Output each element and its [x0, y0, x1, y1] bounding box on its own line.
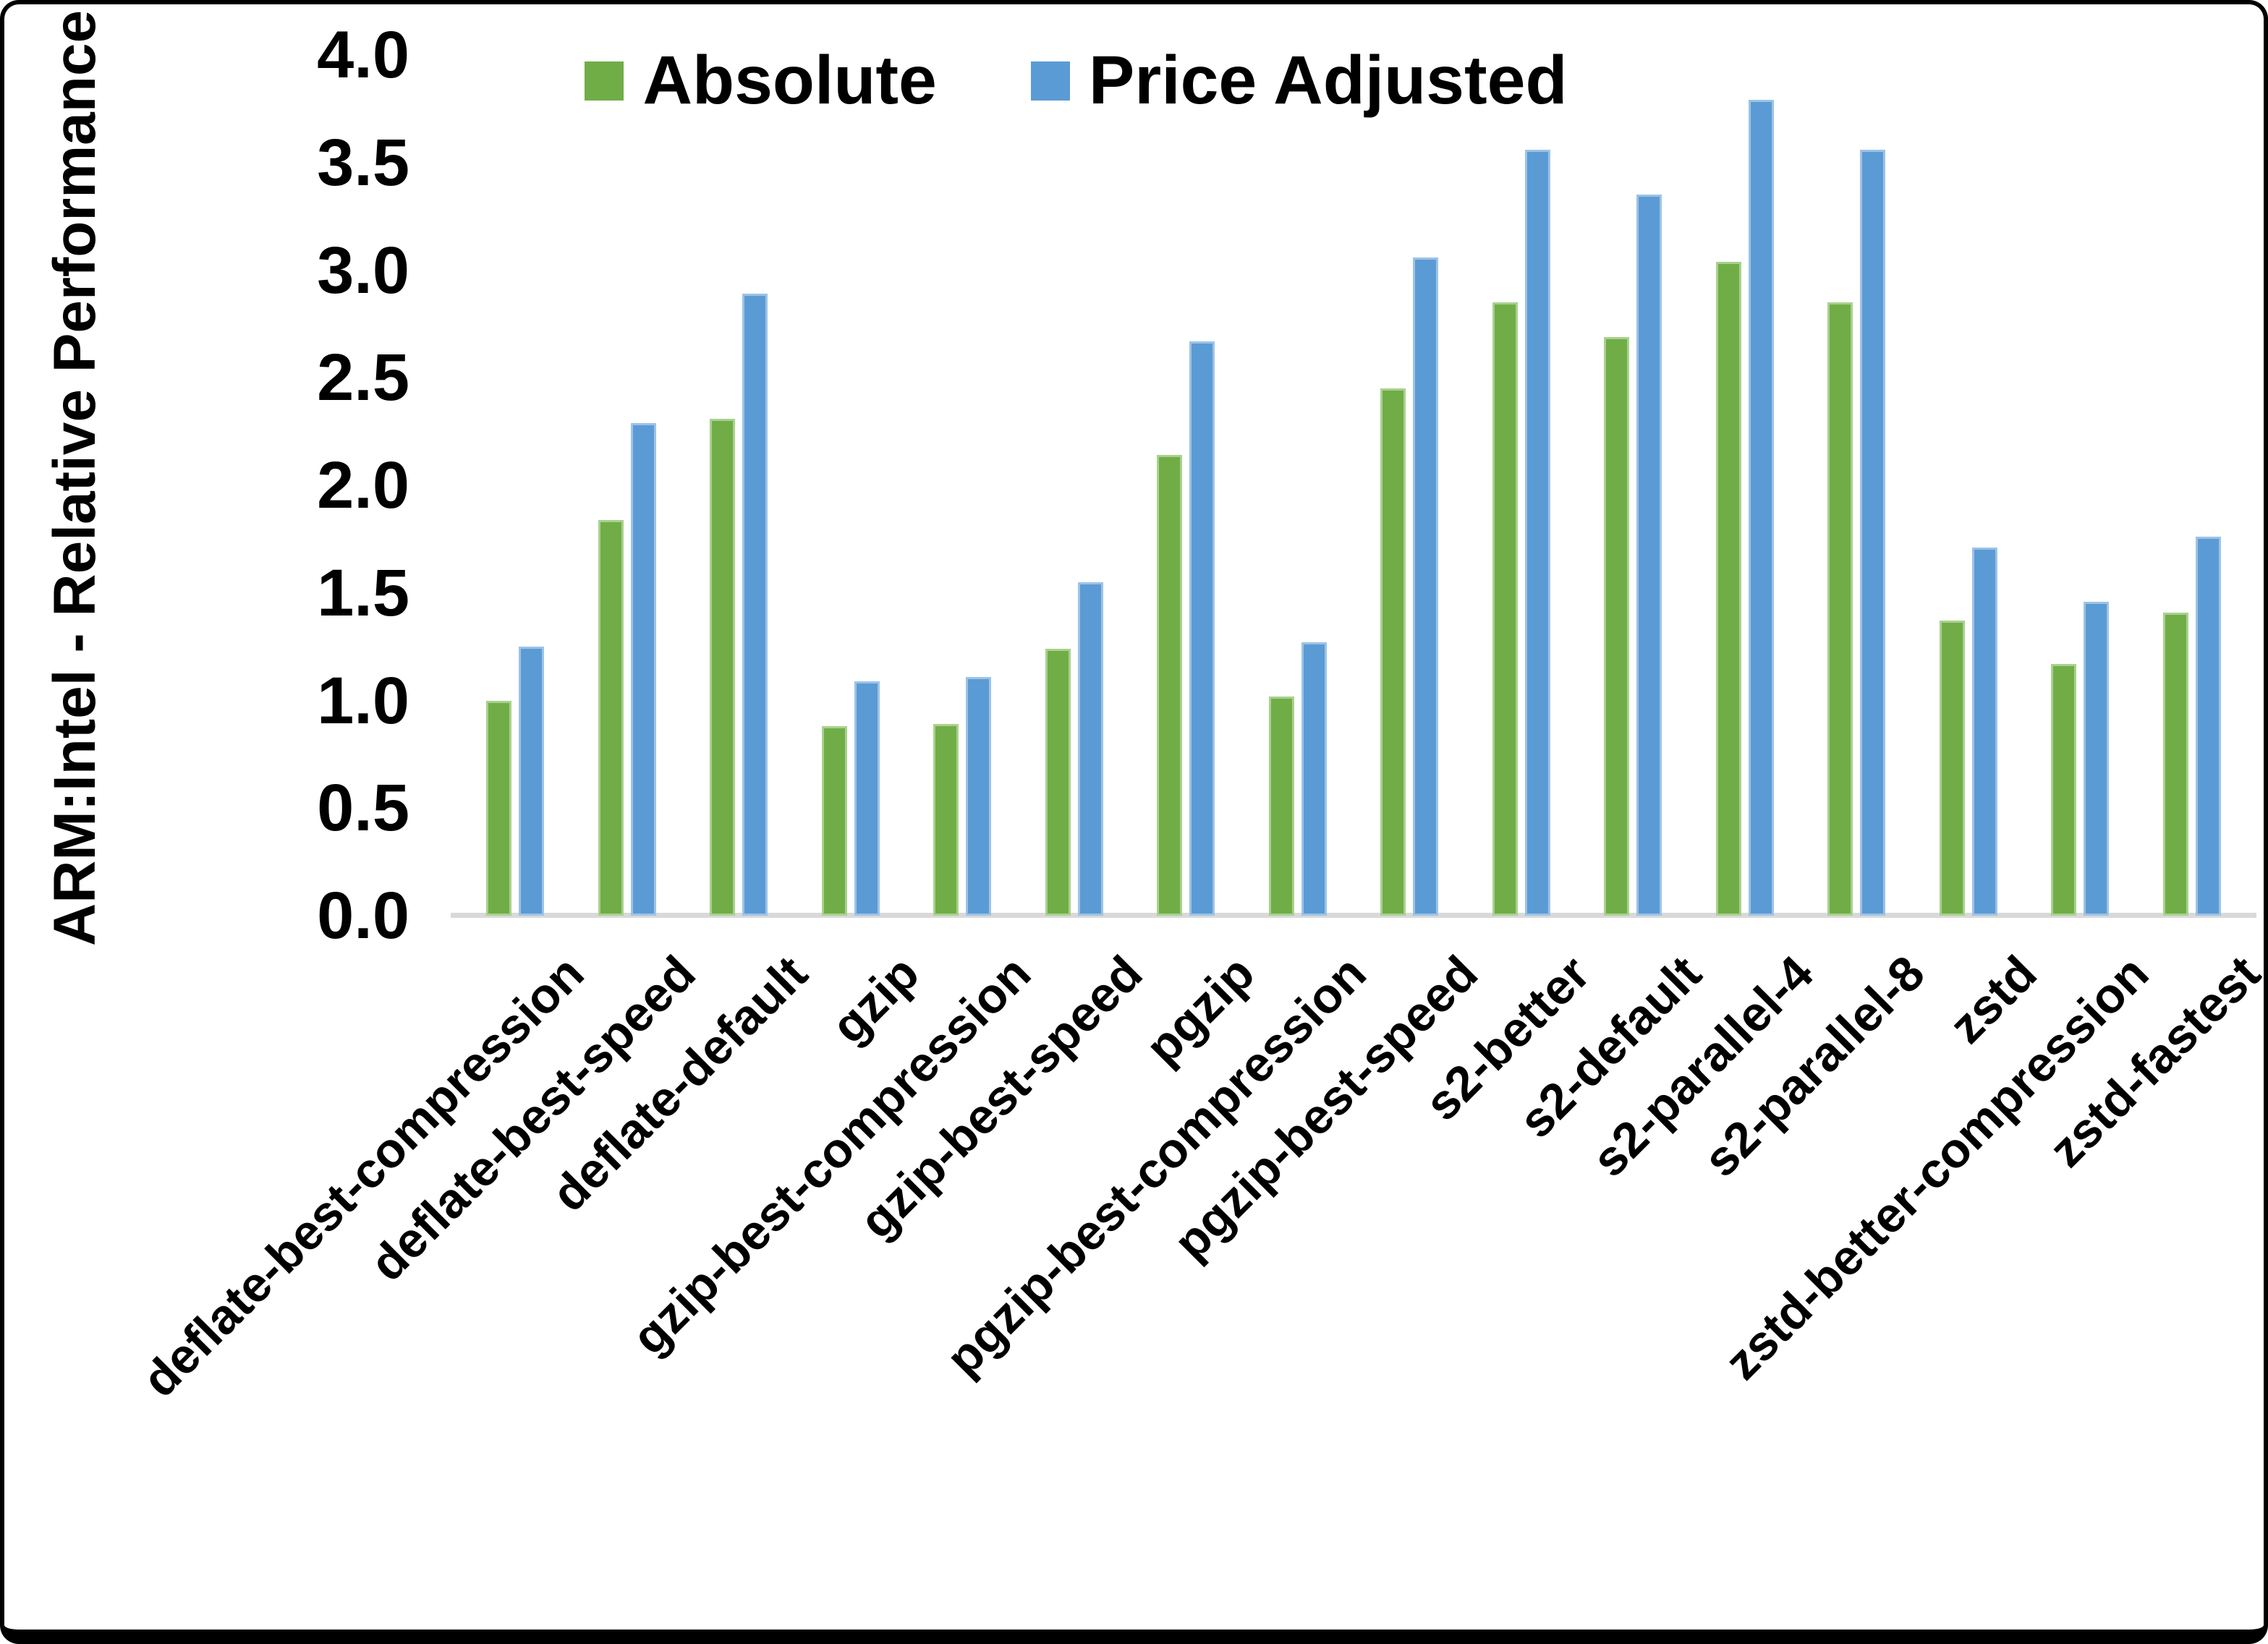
y-tick-label: 2.5	[317, 341, 409, 415]
bar-absolute	[1827, 302, 1853, 916]
legend-swatch-absolute	[585, 61, 624, 101]
y-tick-label: 1.0	[317, 663, 409, 738]
y-tick-label: 1.5	[317, 555, 409, 630]
bar-absolute	[486, 700, 512, 916]
bar-absolute	[598, 519, 624, 916]
x-axis-line	[451, 913, 2256, 918]
bar-price-adjusted	[1189, 341, 1215, 916]
x-axis-label: deflate-best-compression	[132, 945, 595, 1408]
bar-absolute	[1604, 336, 1630, 916]
bar-absolute	[1045, 649, 1071, 916]
bar-absolute	[2051, 663, 2077, 916]
bar-price-adjusted	[742, 294, 768, 916]
y-tick-label: 3.5	[317, 125, 409, 200]
bar-absolute	[1492, 302, 1518, 916]
legend-label-absolute: Absolute	[642, 42, 937, 119]
bar-absolute	[1380, 388, 1406, 916]
y-tick-label: 0.0	[317, 879, 409, 953]
bar-price-adjusted	[1077, 582, 1103, 916]
bar-price-adjusted	[966, 676, 992, 916]
y-tick-label: 0.5	[317, 771, 409, 846]
y-tick-label: 3.0	[317, 233, 409, 307]
legend-item-absolute: Absolute	[585, 42, 937, 119]
y-tick-label: 2.0	[317, 448, 409, 522]
y-tick-label: 4.0	[317, 18, 409, 92]
bar-absolute	[1715, 261, 1741, 916]
bar-price-adjusted	[2084, 601, 2110, 916]
bar-absolute	[933, 724, 959, 916]
legend-label-price-adjusted: Price Adjusted	[1088, 42, 1568, 119]
bar-price-adjusted	[1413, 257, 1439, 916]
legend: Absolute Price Adjusted	[4, 42, 2206, 119]
bar-absolute	[1157, 455, 1183, 916]
bar-price-adjusted	[630, 422, 656, 916]
legend-item-price-adjusted: Price Adjusted	[1030, 42, 1568, 119]
bar-absolute	[2162, 612, 2188, 916]
bar-absolute	[1268, 696, 1294, 916]
bar-absolute	[710, 418, 736, 916]
bar-price-adjusted	[1860, 149, 1886, 916]
legend-swatch-price-adjusted	[1030, 61, 1070, 101]
bar-price-adjusted	[1524, 149, 1550, 916]
bar-price-adjusted	[1971, 548, 1997, 916]
bar-price-adjusted	[1301, 642, 1327, 916]
y-axis-title: ARM:Intel - Relative Performance	[42, 9, 108, 947]
bar-price-adjusted	[854, 681, 880, 916]
bar-price-adjusted	[1748, 100, 1774, 916]
bar-price-adjusted	[2195, 537, 2221, 916]
bar-price-adjusted	[519, 647, 545, 916]
bar-absolute	[1939, 621, 1965, 916]
bar-price-adjusted	[1636, 195, 1662, 916]
bar-absolute	[821, 726, 847, 916]
